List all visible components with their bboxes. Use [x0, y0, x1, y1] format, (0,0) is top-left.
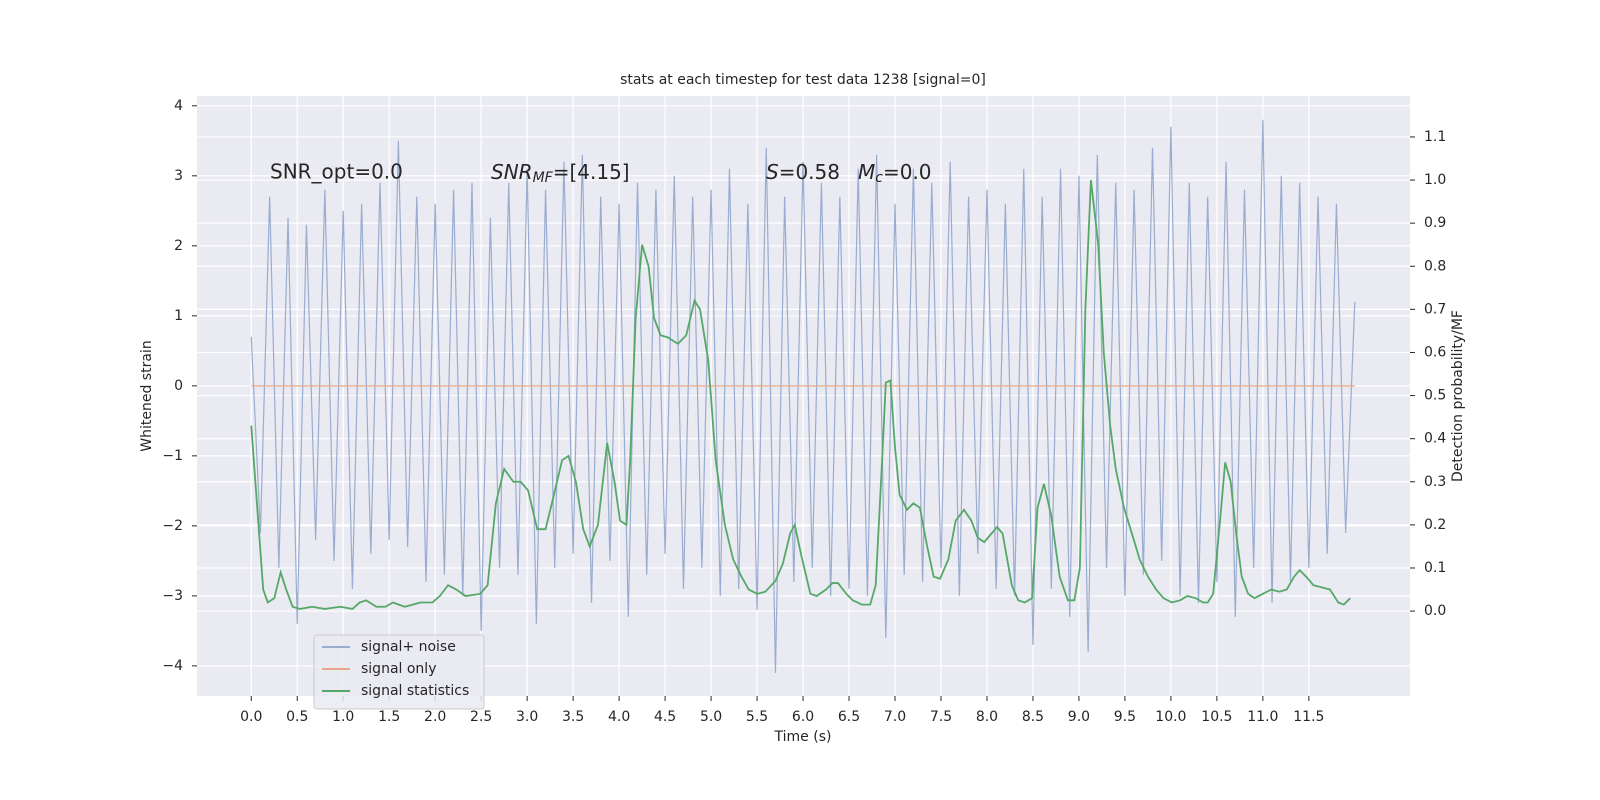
annotation-base: M [858, 160, 875, 184]
annotation-base: SNR [491, 160, 533, 184]
x-tick-label: 5.5 [746, 709, 768, 725]
x-tick-label: 4.5 [654, 709, 676, 725]
y-tick-label: 0 [174, 378, 183, 394]
x-tick-label: 4.0 [608, 709, 630, 725]
x-tick-label: 0.0 [240, 709, 262, 725]
x-tick-label: 1.5 [378, 709, 400, 725]
chart-title: stats at each timestep for test data 123… [620, 72, 986, 88]
y2-tick-label: 0.6 [1424, 344, 1446, 360]
y-tick-label: −4 [162, 658, 183, 674]
x-tick-label: 2.0 [424, 709, 446, 725]
y2-tick-label: 0.1 [1424, 560, 1446, 576]
x-tick-label: 3.5 [562, 709, 584, 725]
x-tick-label: 8.5 [1022, 709, 1044, 725]
y-tick-label: 2 [174, 238, 183, 254]
x-tick-label: 10.5 [1201, 709, 1232, 725]
series-line [250, 119, 1356, 673]
x-tick-label: 3.0 [516, 709, 538, 725]
annotation: Mc=0.0 [858, 160, 932, 187]
x-tick-label: 9.5 [1114, 709, 1136, 725]
x-tick-label: 7.5 [930, 709, 952, 725]
annotation-tail: =0.58 [779, 160, 840, 184]
y-tick-label: −1 [162, 448, 183, 464]
y2-tick-label: 0.2 [1424, 517, 1446, 533]
x-tick-label: 6.0 [792, 709, 814, 725]
annotation: SNRMF=[4.15] [491, 160, 630, 187]
y-tick-label: 1 [174, 308, 183, 324]
x-tick-label: 7.0 [884, 709, 906, 725]
legend-label: signal statistics [361, 683, 469, 699]
y2-tick-label: 0.5 [1424, 388, 1446, 404]
annotation-tail: =[4.15] [553, 160, 630, 184]
x-tick-label: 9.0 [1068, 709, 1090, 725]
legend-label: signal only [361, 661, 436, 677]
x-tick-label: 2.5 [470, 709, 492, 725]
y2-tick-label: 0.9 [1424, 215, 1446, 231]
y2-tick-label: 1.1 [1424, 129, 1446, 145]
x-tick-label: 0.5 [286, 709, 308, 725]
y2-tick-label: 0.8 [1424, 258, 1446, 274]
y-axis-label: Whitened strain [139, 340, 155, 451]
y-tick-label: 3 [174, 168, 183, 184]
y2-tick-label: 0.3 [1424, 474, 1446, 490]
annotation-base: S [766, 160, 779, 184]
legend-box [313, 634, 485, 710]
x-tick-label: 5.0 [700, 709, 722, 725]
y2-tick-label: 0.4 [1424, 431, 1446, 447]
y2-tick-label: 0.7 [1424, 301, 1446, 317]
y-tick-label: −3 [162, 588, 183, 604]
y2-axis-label: Detection probability/MF [1450, 310, 1466, 482]
annotation: SNR_opt=0.0 [270, 160, 403, 184]
series-layer [250, 119, 1356, 673]
legend-label: signal+ noise [361, 639, 456, 655]
x-tick-label: 8.0 [976, 709, 998, 725]
annotation-sub: MF [533, 170, 554, 186]
series-line [250, 179, 1351, 610]
x-tick-label: 10.0 [1155, 709, 1186, 725]
y2-tick-label: 1.0 [1424, 172, 1446, 188]
annotation-tail: =0.0 [883, 160, 932, 184]
annotation-sub: c [875, 170, 883, 186]
x-tick-label: 11.5 [1293, 709, 1324, 725]
x-axis-label: Time (s) [774, 729, 832, 745]
x-tick-label: 11.0 [1247, 709, 1278, 725]
y-tick-label: 4 [174, 98, 183, 114]
y-tick-label: −2 [162, 518, 183, 534]
y2-tick-label: 0.0 [1424, 603, 1446, 619]
x-tick-label: 1.0 [332, 709, 354, 725]
annotation: S=0.58 [766, 160, 840, 184]
x-tick-label: 6.5 [838, 709, 860, 725]
